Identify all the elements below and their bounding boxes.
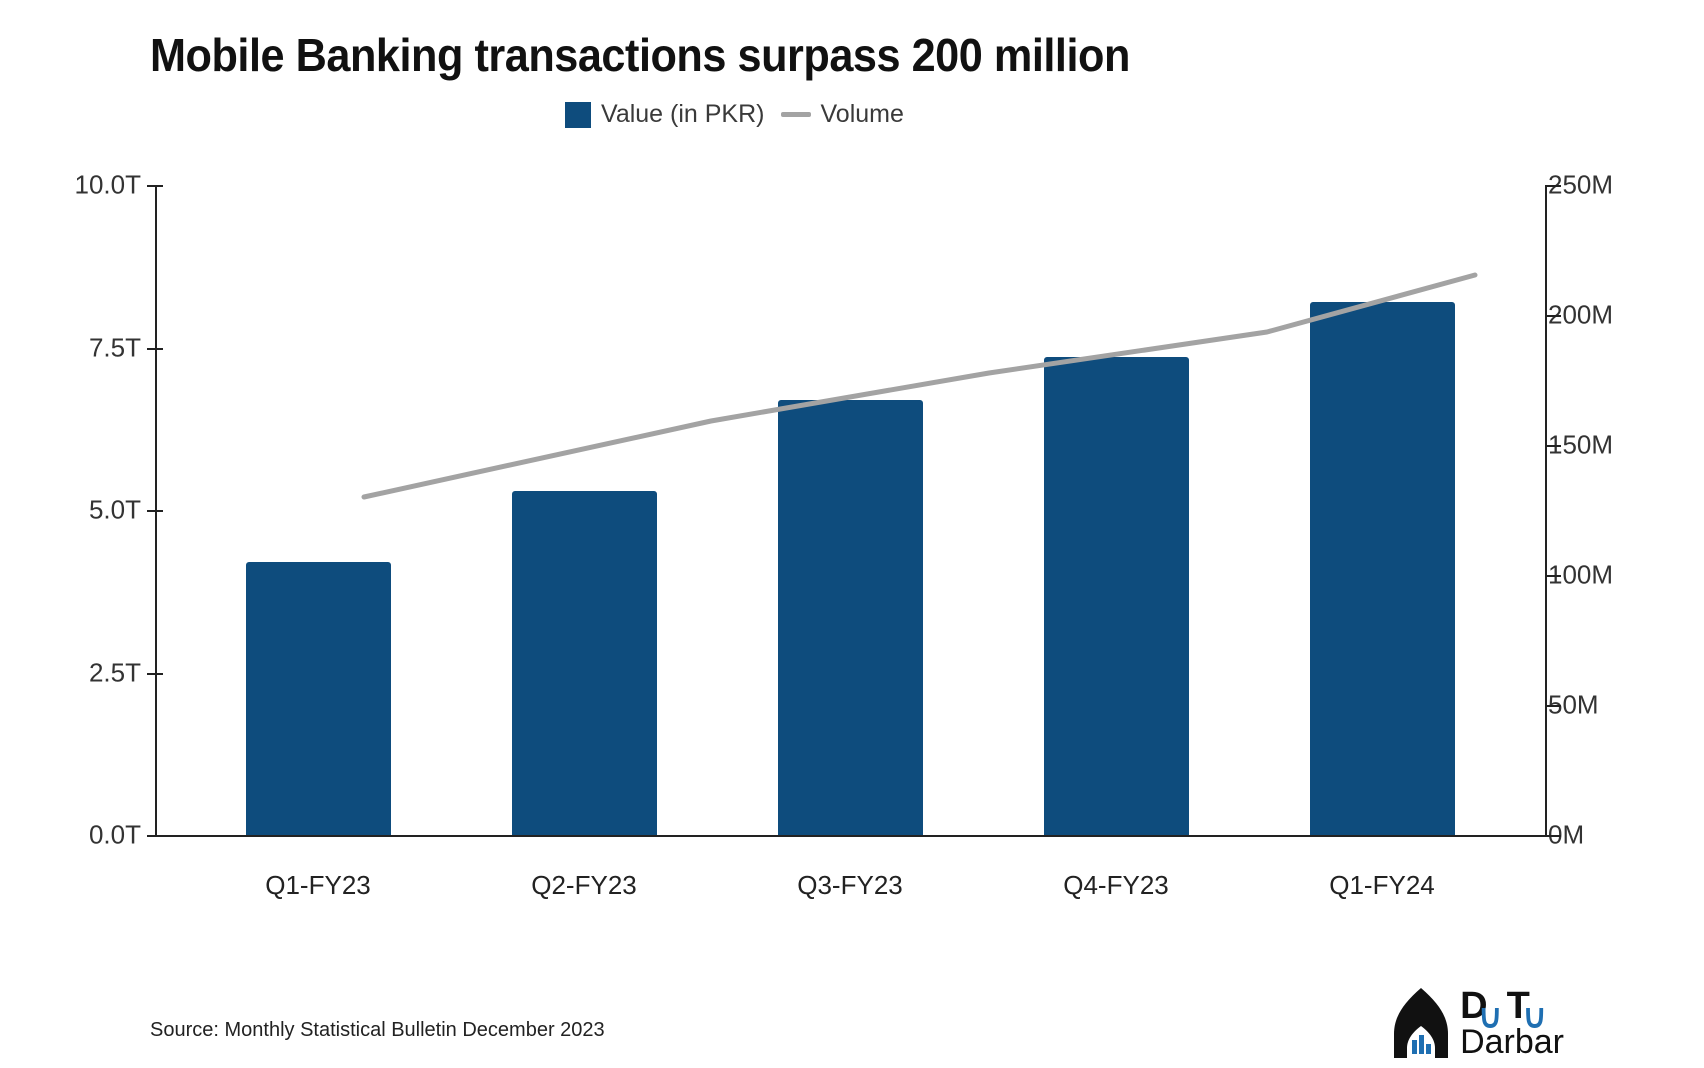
legend-label-volume: Volume: [821, 100, 904, 129]
bar-col-3: [1023, 185, 1209, 835]
source-text: Source: Monthly Statistical Bulletin Dec…: [150, 1019, 605, 1042]
logo-text-block: DaTa Darbar: [1460, 988, 1564, 1058]
bar-q4-fy23[interactable]: [1044, 357, 1189, 835]
bar-q1-fy24[interactable]: [1310, 302, 1455, 835]
left-axis-tick-1: 2.5T: [89, 657, 141, 688]
legend-swatch-value: [565, 102, 591, 128]
left-axis-labels: 10.0T 7.5T 5.0T 2.5T 0.0T: [60, 185, 155, 835]
left-axis-tick-0: 0.0T: [89, 820, 141, 851]
x-label-2: Q3-FY23: [757, 850, 943, 900]
right-tick-mark: [1545, 185, 1561, 187]
logo-data-text: DaTa: [1460, 988, 1564, 1024]
bar-col-2: [757, 185, 943, 835]
right-tick-mark: [1545, 705, 1561, 707]
right-axis-labels: 250M 200M 150M 100M 50M 0M: [1534, 185, 1644, 835]
plot-region: [155, 185, 1545, 835]
brand-logo: DaTa Darbar: [1390, 988, 1564, 1058]
dome-icon: [1390, 988, 1452, 1058]
bar-col-1: [491, 185, 677, 835]
legend-item-value: Value (in PKR): [565, 100, 765, 129]
left-axis-tick-2: 5.0T: [89, 495, 141, 526]
x-axis-labels: Q1-FY23 Q2-FY23 Q3-FY23 Q4-FY23 Q1-FY24: [155, 850, 1545, 900]
left-axis-tick-3: 7.5T: [89, 332, 141, 363]
bar-col-0: [225, 185, 411, 835]
legend-item-volume: Volume: [781, 100, 904, 129]
bar-q2-fy23[interactable]: [512, 491, 657, 836]
x-label-0: Q1-FY23: [225, 850, 411, 900]
right-tick-mark: [1545, 575, 1561, 577]
right-tick-mark: [1545, 445, 1561, 447]
x-label-4: Q1-FY24: [1289, 850, 1475, 900]
bar-q1-fy23[interactable]: [246, 562, 391, 835]
chart-area: 10.0T 7.5T 5.0T 2.5T 0.0T 250M 200M 150M…: [60, 185, 1644, 885]
bottom-axis-line: [155, 835, 1545, 837]
x-label-1: Q2-FY23: [491, 850, 677, 900]
bar-col-4: [1289, 185, 1475, 835]
legend-label-value: Value (in PKR): [601, 100, 765, 129]
chart-page: Mobile Banking transactions surpass 200 …: [0, 0, 1704, 1068]
chart-title: Mobile Banking transactions surpass 200 …: [150, 28, 1130, 82]
bar-q3-fy23[interactable]: [778, 400, 923, 836]
right-tick-mark: [1545, 315, 1561, 317]
right-tick-mark: [1545, 835, 1561, 837]
legend-swatch-volume: [781, 112, 811, 117]
left-axis-tick-4: 10.0T: [75, 170, 142, 201]
bars-container: [155, 185, 1545, 835]
chart-legend: Value (in PKR) Volume: [565, 100, 910, 129]
x-label-3: Q4-FY23: [1023, 850, 1209, 900]
